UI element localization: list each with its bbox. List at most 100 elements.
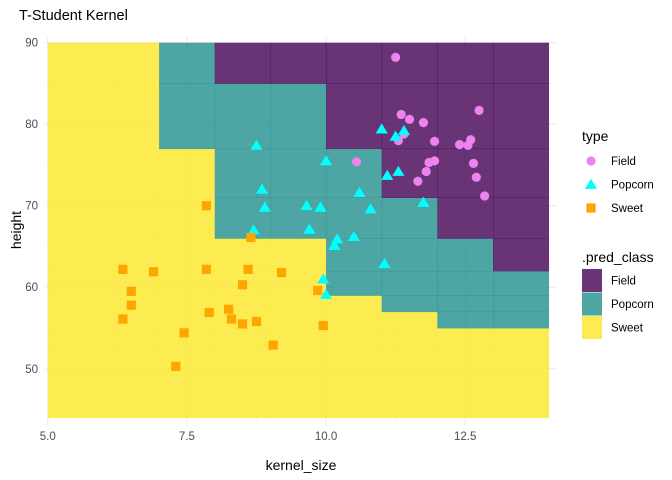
point-field	[413, 176, 423, 186]
legend-label-sweet: Sweet	[611, 203, 644, 215]
region-cell-popcorn	[326, 148, 383, 198]
region-cell-field	[270, 42, 327, 84]
point-sweet	[251, 316, 262, 327]
region-cell-sweet	[47, 238, 160, 272]
region-cell-popcorn	[159, 83, 216, 150]
point-sweet	[126, 300, 136, 310]
y-tick-label: 60	[25, 282, 38, 294]
region-cell-field	[326, 42, 383, 84]
point-sweet	[148, 267, 159, 277]
point-sweet	[226, 314, 237, 324]
region-cell-sweet	[381, 311, 438, 329]
point-popcorn	[258, 201, 271, 212]
region-cell-sweet	[214, 328, 271, 345]
region-cell-sweet	[381, 328, 438, 345]
region-cell-field	[493, 197, 550, 239]
region-cell-sweet	[381, 344, 438, 419]
point-popcorn	[319, 288, 333, 299]
region-cell-sweet	[47, 83, 160, 150]
legend-key-popcorn	[584, 178, 598, 189]
point-field	[474, 105, 484, 115]
point-popcorn	[347, 230, 360, 242]
point-sweet	[118, 314, 128, 324]
legend-key-field	[586, 156, 596, 166]
point-field	[391, 52, 401, 62]
legend-key-sweet	[586, 203, 596, 213]
point-popcorn	[247, 224, 260, 235]
point-popcorn	[378, 257, 391, 268]
region-cell-sweet	[493, 344, 550, 419]
region-cell-popcorn	[437, 270, 494, 296]
region-cell-sweet	[214, 238, 271, 272]
region-cell-field	[437, 197, 494, 239]
region-cell-popcorn	[381, 295, 438, 313]
legend-type: type Field Popcorn Sweet	[582, 128, 654, 215]
region-cell-field	[493, 83, 550, 150]
region-cell-popcorn	[270, 148, 327, 198]
region-cell-popcorn	[493, 311, 550, 329]
point-popcorn	[250, 139, 263, 150]
region-cell-sweet	[270, 328, 327, 345]
region-cell-sweet	[159, 311, 216, 329]
region-cell-popcorn	[437, 238, 494, 272]
point-sweet	[179, 328, 189, 338]
point-popcorn	[353, 186, 366, 198]
legend-label-field: Field	[611, 156, 636, 168]
region-cell-sweet	[270, 295, 327, 313]
region-cell-field	[381, 42, 438, 84]
point-sweet	[204, 307, 214, 318]
region-cell-sweet	[47, 197, 160, 239]
legend-pred-title: .pred_class	[582, 249, 654, 265]
point-popcorn	[319, 155, 333, 166]
point-popcorn	[389, 130, 402, 141]
region-cell-field	[326, 83, 383, 150]
point-sweet	[246, 232, 256, 243]
region-cell-sweet	[159, 148, 216, 198]
point-field	[429, 136, 440, 146]
region-cell-sweet	[159, 295, 216, 313]
point-sweet	[276, 267, 287, 278]
y-axis-title: height	[8, 211, 24, 249]
region-cell-field	[437, 148, 494, 198]
point-field	[421, 166, 431, 177]
point-popcorn	[317, 273, 330, 284]
region-cell-sweet	[47, 270, 160, 296]
region-cell-popcorn	[437, 295, 494, 313]
region-cell-sweet	[47, 328, 160, 345]
region-cell-popcorn	[214, 197, 271, 239]
point-popcorn	[381, 169, 394, 180]
region-cell-popcorn	[270, 83, 327, 150]
region-cell-sweet	[270, 238, 327, 272]
region-cell-popcorn	[326, 270, 383, 296]
region-cell-popcorn	[381, 197, 438, 239]
region-cell-sweet	[159, 344, 216, 419]
region-cell-popcorn	[493, 295, 550, 313]
point-sweet	[171, 361, 181, 371]
point-sweet	[201, 201, 211, 211]
region-cell-sweet	[437, 344, 494, 419]
region-cell-popcorn	[270, 197, 327, 239]
region-cell-field	[437, 42, 494, 84]
point-sweet	[118, 264, 128, 274]
x-tick-label: 10.0	[315, 431, 337, 443]
region-cell-field	[437, 83, 494, 150]
region-cell-field	[493, 148, 550, 198]
point-sweet	[224, 304, 234, 314]
point-popcorn	[392, 165, 405, 176]
x-axis-title: kernel_size	[266, 457, 337, 473]
region-cell-sweet	[270, 344, 327, 419]
x-tick-label: 5.0	[40, 431, 56, 443]
point-popcorn	[397, 124, 411, 136]
legend-swatch-sweet	[582, 316, 602, 339]
region-cell-sweet	[47, 311, 160, 329]
point-popcorn	[314, 201, 327, 212]
x-tick-label: 12.5	[454, 431, 476, 443]
point-popcorn	[364, 203, 377, 214]
point-field	[455, 139, 465, 150]
region-cell-sweet	[159, 270, 216, 296]
point-field	[463, 140, 473, 151]
region-cell-field	[493, 42, 550, 84]
region-cell-sweet	[326, 328, 383, 345]
point-sweet	[126, 286, 136, 296]
